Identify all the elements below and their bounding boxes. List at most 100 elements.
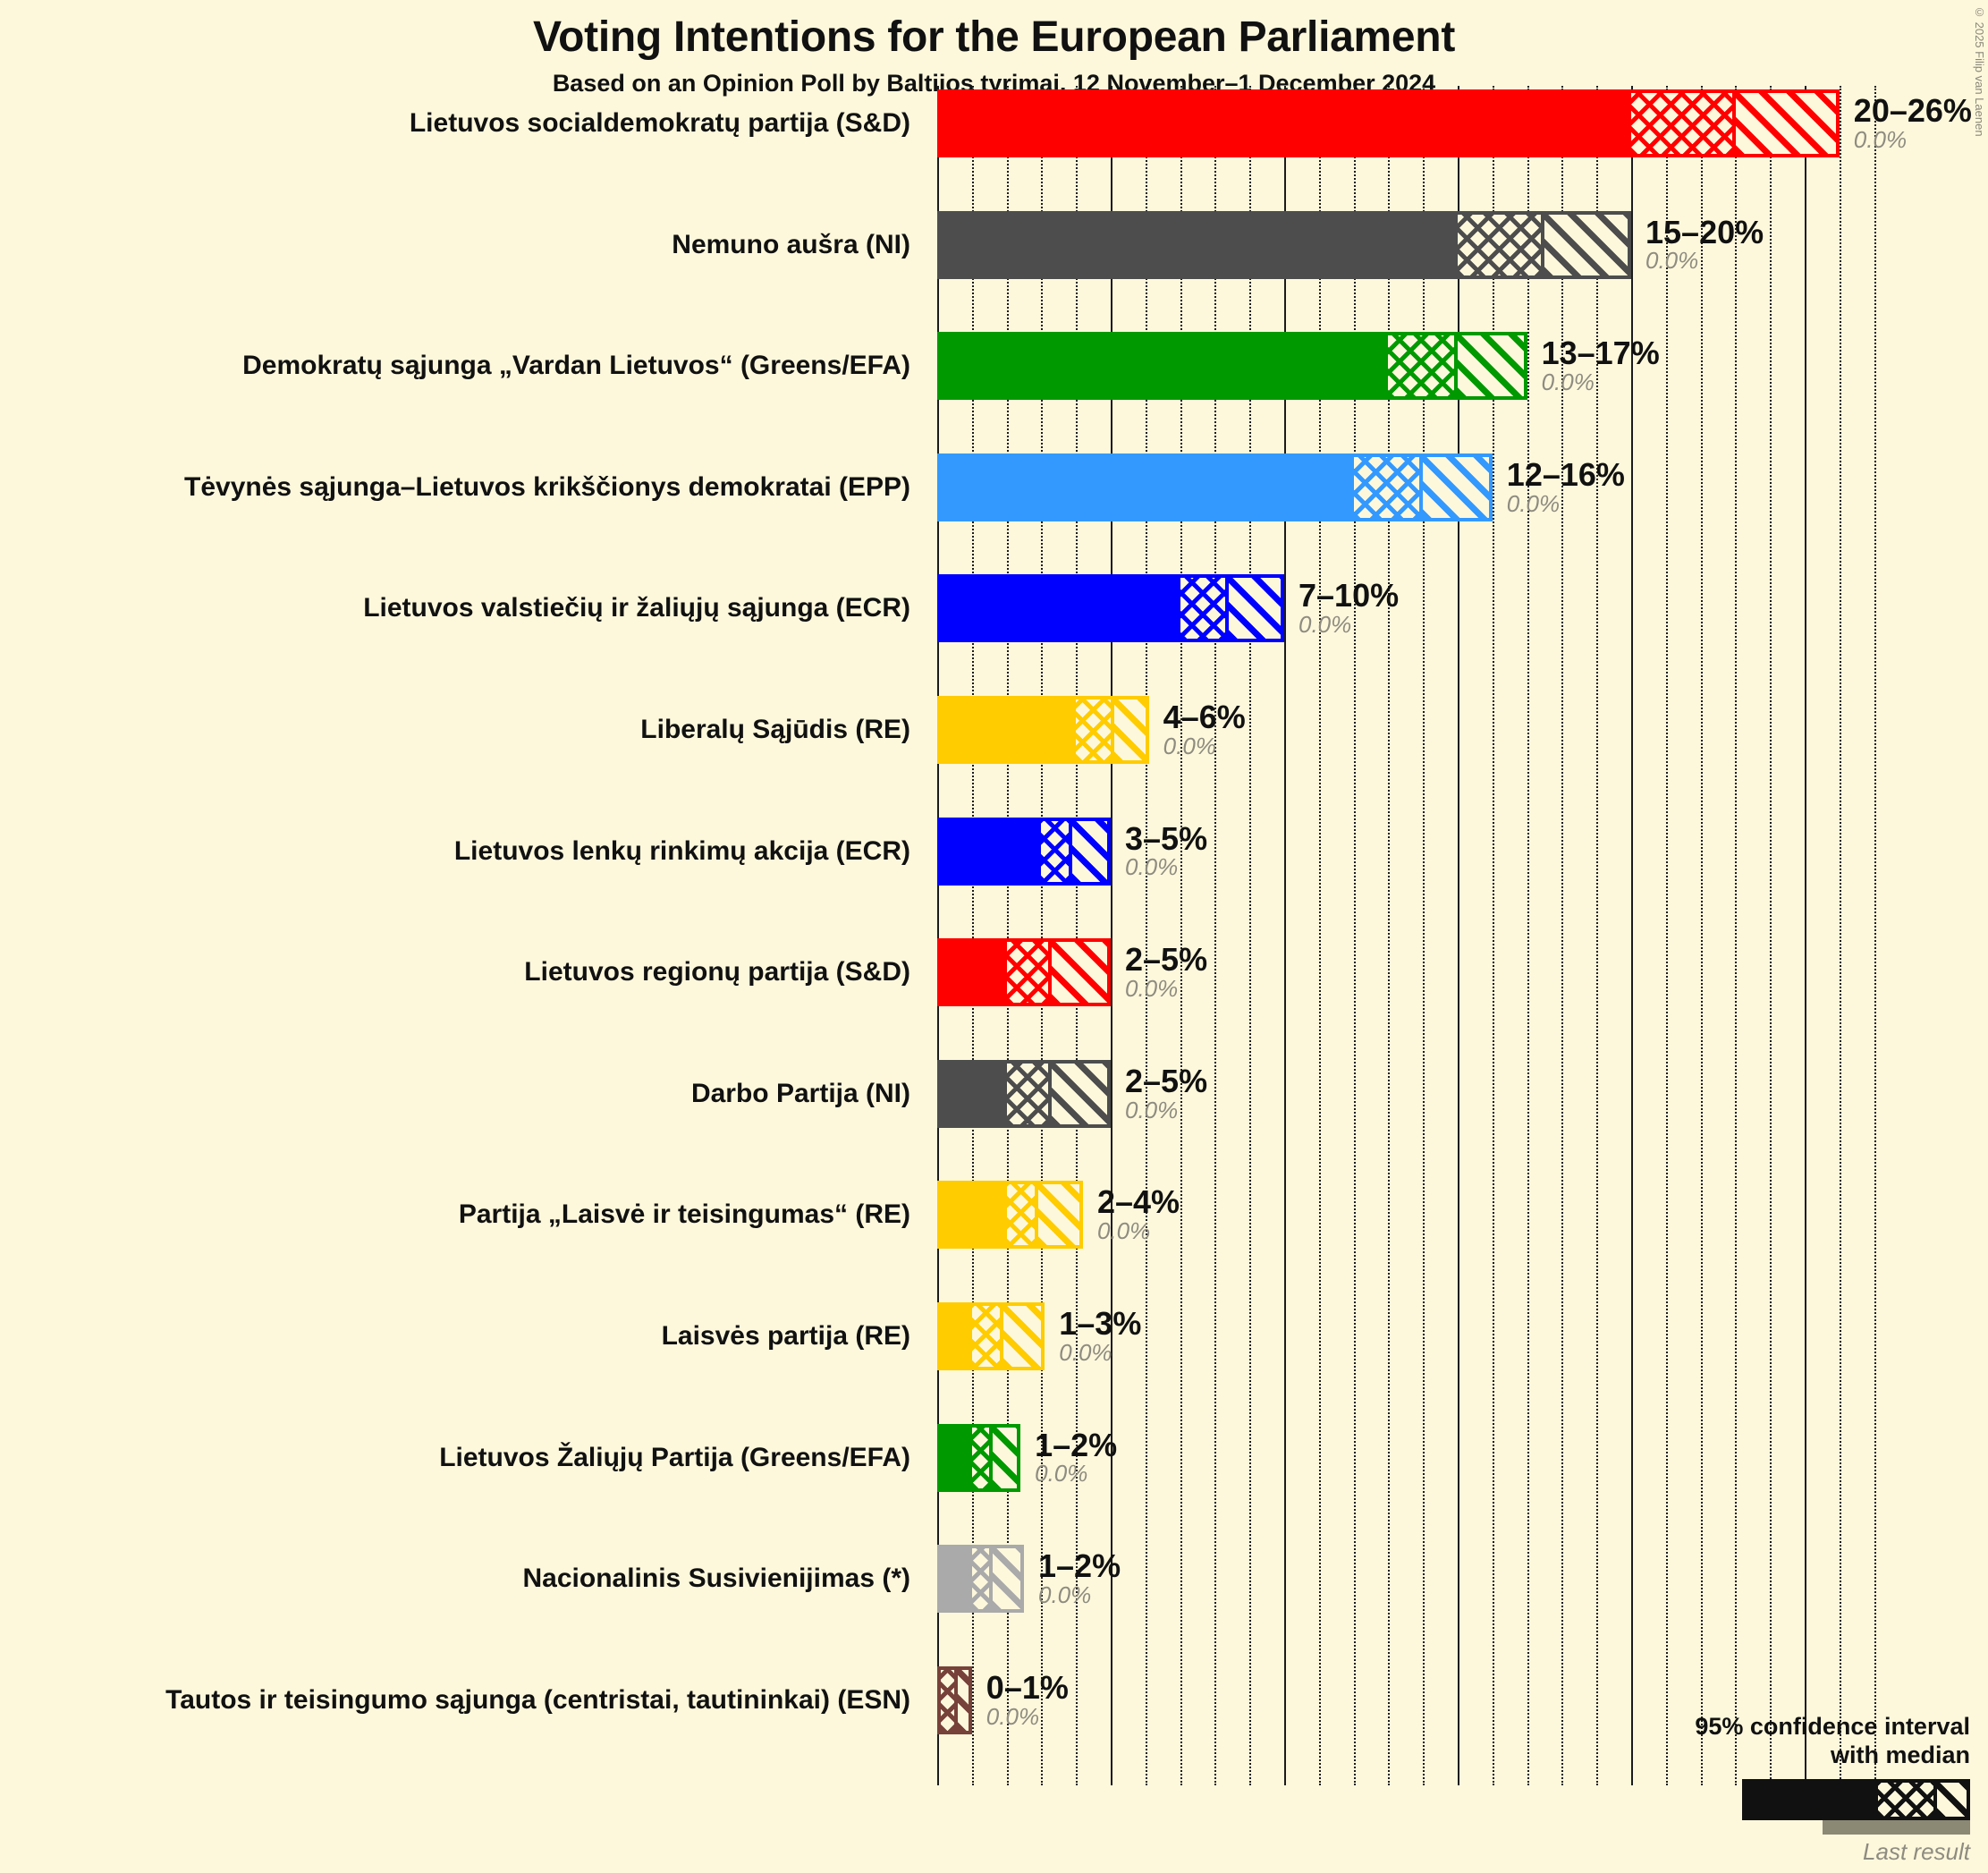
category-label: Lietuvos socialdemokratų partija (S&D) [409, 108, 910, 138]
range-label: 15–20% [1645, 213, 1764, 250]
bar-row[interactable]: 20–26% 0.0% [937, 89, 1972, 157]
last-result-label: 0.0% [1163, 732, 1216, 759]
bar-segment-median-to-upper [1048, 942, 1107, 1004]
bar-row[interactable]: 0–1% 0.0% [937, 1665, 1840, 1734]
value-labels: 1–2% 0.0% [1038, 1549, 1121, 1608]
bar-segment-lower-to-median [1631, 93, 1732, 154]
bar-row[interactable]: 12–16% 0.0% [937, 453, 1840, 521]
bar-segment-below-lower-bound [941, 93, 1631, 154]
bar-segment-median-to-upper [1419, 456, 1489, 518]
category-label: Nemuno aušra (NI) [672, 229, 910, 259]
confidence-interval-bar[interactable] [937, 453, 1493, 521]
value-labels: 2–5% 0.0% [1125, 943, 1207, 1001]
bar-row[interactable]: 7–10% 0.0% [937, 574, 1840, 643]
bar-segment-below-lower-bound [941, 1306, 972, 1367]
bar-row[interactable]: 3–5% 0.0% [937, 817, 1840, 886]
category-label: Demokratų sąjunga „Vardan Lietuvos“ (Gre… [242, 351, 910, 381]
bar-segment-median-to-upper [954, 1669, 969, 1731]
confidence-interval-bar[interactable] [937, 938, 1111, 1007]
bar-row[interactable]: 1–3% 0.0% [937, 1302, 1840, 1370]
confidence-interval-bar[interactable] [937, 1545, 1024, 1614]
confidence-interval-bar[interactable] [937, 1059, 1111, 1128]
confidence-interval-bar[interactable] [937, 1423, 1021, 1492]
bar-segment-below-lower-bound [941, 699, 1077, 760]
value-labels: 1–3% 0.0% [1059, 1304, 1142, 1366]
category-label: Tėvynės sąjunga–Lietuvos krikščionys dem… [184, 471, 910, 502]
bar-segment-median-to-upper [1069, 820, 1107, 882]
bar-row[interactable]: 1–2% 0.0% [937, 1545, 1840, 1614]
bar-segment-below-lower-bound [941, 456, 1354, 518]
confidence-interval-bar[interactable] [937, 1665, 972, 1734]
category-label: Lietuvos valstiečių ir žaliųjų sąjunga (… [363, 593, 910, 623]
bar-row[interactable]: 13–17% 0.0% [937, 332, 1840, 401]
bar-row[interactable]: 2–5% 0.0% [937, 938, 1840, 1007]
range-label: 1–3% [1059, 1304, 1142, 1342]
category-label: Partija „Laisvė ir teisingumas“ (RE) [458, 1199, 910, 1230]
bar-row[interactable]: 2–5% 0.0% [937, 1059, 1840, 1128]
bar-segment-lower-to-median [1353, 456, 1420, 518]
copyright-notice: © 2025 Filip van Laenen [1973, 5, 1986, 137]
last-result-label: 0.0% [1506, 489, 1561, 517]
value-labels: 15–20% 0.0% [1645, 216, 1764, 274]
confidence-interval-bar[interactable] [937, 332, 1527, 401]
confidence-interval-bar[interactable] [937, 1181, 1083, 1250]
last-result-label: 0.0% [1035, 1460, 1088, 1487]
legend-last-result-bar [1823, 1820, 1970, 1835]
last-result-label: 0.0% [986, 1702, 1040, 1730]
last-result-label: 0.0% [1059, 1338, 1112, 1366]
bar-row[interactable]: 4–6% 0.0% [937, 696, 1840, 764]
bar-segment-median-to-upper [1731, 93, 1836, 154]
range-label: 2–5% [1125, 1062, 1208, 1099]
confidence-interval-bar[interactable] [937, 1302, 1045, 1370]
confidence-interval-bar[interactable] [937, 89, 1840, 157]
value-labels: 0–1% 0.0% [986, 1668, 1069, 1730]
bar-segment-lower-to-median [1180, 578, 1226, 640]
bar-segment-below-lower-bound [941, 578, 1180, 640]
gridline-minor [1874, 86, 1876, 1785]
legend: 95% confidence interval with median Last… [1630, 1713, 1970, 1866]
bar-segment-median-to-upper [1110, 699, 1146, 760]
bar-segment-below-lower-bound [941, 1063, 1007, 1124]
range-label: 0–1% [986, 1668, 1069, 1706]
bar-segment-lower-to-median [971, 1548, 990, 1610]
category-label: Nacionalinis Susivienijimas (*) [522, 1564, 910, 1594]
bar-segment-median-to-upper [1541, 214, 1628, 275]
legend-title-line2: with median [1830, 1742, 1970, 1769]
confidence-interval-bar[interactable] [937, 696, 1149, 764]
last-result-label: 0.0% [1038, 1581, 1092, 1608]
bar-row[interactable]: 2–4% 0.0% [937, 1181, 1840, 1250]
bar-segment-median-to-upper [1454, 335, 1524, 397]
bar-segment-median-to-upper [999, 1306, 1042, 1367]
range-label: 4–6% [1163, 698, 1246, 735]
bar-segment-lower-to-median [1458, 214, 1542, 275]
legend-solid-segment [1746, 1783, 1878, 1817]
bar-row[interactable]: 15–20% 0.0% [937, 210, 1840, 279]
category-label: Lietuvos Žaliųjų Partija (Greens/EFA) [439, 1442, 910, 1472]
last-result-label: 0.0% [1125, 1096, 1179, 1123]
confidence-interval-bar[interactable] [937, 210, 1631, 279]
legend-sample-bar [1742, 1779, 1970, 1820]
confidence-interval-bar[interactable] [937, 574, 1284, 643]
bar-segment-lower-to-median [1041, 820, 1070, 882]
bar-segment-lower-to-median [971, 1306, 1000, 1367]
legend-diagonal-segment [1933, 1783, 1967, 1817]
category-label: Darbo Partija (NI) [690, 1078, 910, 1108]
range-label: 20–26% [1853, 91, 1972, 129]
range-label: 12–16% [1506, 455, 1625, 493]
bar-segment-median-to-upper [1225, 578, 1281, 640]
bar-segment-below-lower-bound [941, 1427, 972, 1488]
bar-segment-lower-to-median [1006, 1063, 1049, 1124]
bar-row[interactable]: 1–2% 0.0% [937, 1423, 1840, 1492]
value-labels: 2–5% 0.0% [1125, 1062, 1208, 1123]
bar-segment-median-to-upper [1048, 1063, 1107, 1124]
value-labels: 12–16% 0.0% [1506, 455, 1625, 517]
last-result-label: 0.0% [1125, 853, 1179, 881]
confidence-interval-bar[interactable] [937, 817, 1111, 886]
category-label: Lietuvos regionų partija (S&D) [524, 957, 910, 987]
last-result-label: 0.0% [1299, 611, 1352, 639]
plot-area: 20–26% 0.0% 15–20% 0.0% 13–17% 0.0% 12–16% 0.0%… [937, 86, 1972, 1785]
legend-last-result-label: Last result [1863, 1838, 1970, 1865]
value-labels: 13–17% 0.0% [1542, 336, 1660, 394]
bar-segment-lower-to-median [1076, 699, 1111, 760]
range-label: 7–10% [1299, 577, 1400, 614]
